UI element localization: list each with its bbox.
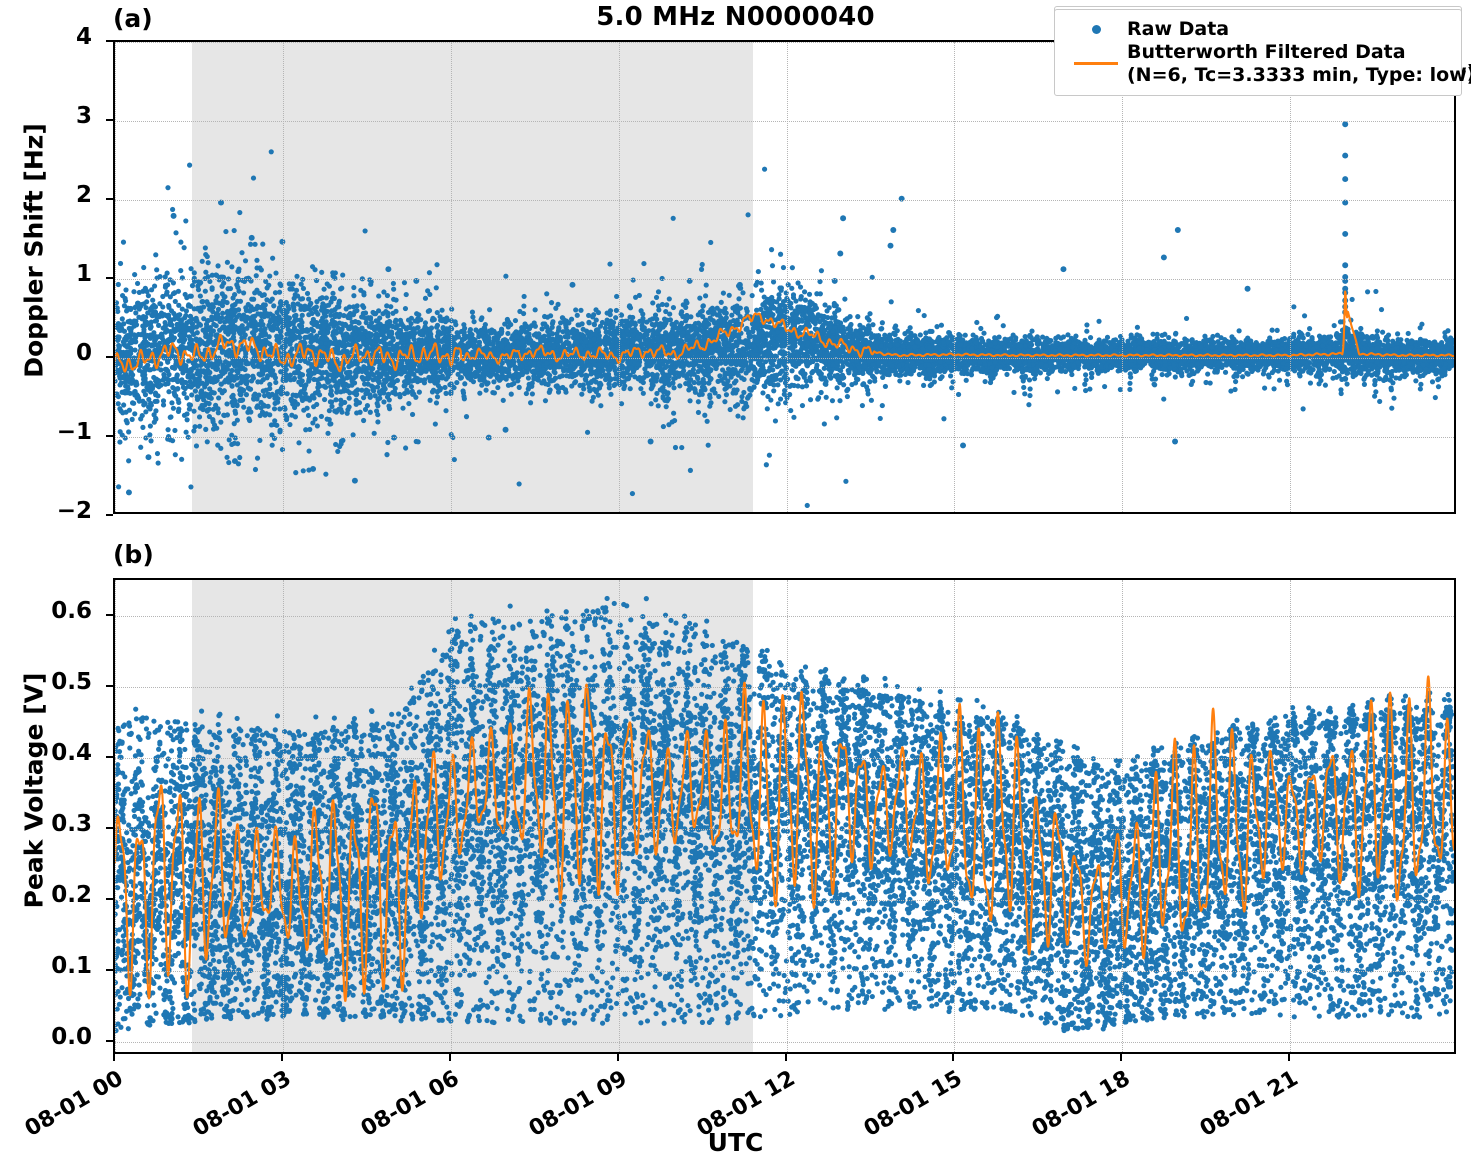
panel-b-plot	[115, 595, 1454, 1034]
gridline-horizontal	[115, 200, 1454, 201]
panel-a-axes	[113, 40, 1456, 514]
y-axis-tick-mark	[106, 356, 113, 358]
y-axis-tick-mark	[106, 514, 113, 516]
y-axis-tick-mark	[106, 277, 113, 279]
legend-label-filtered-line2: (N=6, Tc=3.3333 min, Type: low)	[1127, 64, 1471, 86]
gridline-vertical	[786, 42, 788, 512]
panel-a-tag: (a)	[113, 4, 153, 33]
gridline-vertical	[450, 42, 452, 512]
panel-b-legend: Raw Data Butterworth Filtered Data (N=6,…	[1054, 9, 1471, 97]
x-axis-tick-mark	[1120, 1054, 1123, 1061]
panel-b-tag: (b)	[113, 540, 154, 569]
y-axis-tick-mark	[106, 1039, 113, 1042]
x-axis-tick-mark	[280, 1054, 283, 1061]
x-axis-tick-mark	[1288, 1054, 1291, 1061]
legend-marker-line-icon	[1065, 62, 1127, 66]
y-axis-tick-label: 0.3	[6, 811, 92, 837]
gridline-vertical	[115, 580, 116, 1052]
y-axis-tick-label: −2	[6, 498, 92, 524]
gridline-vertical	[618, 42, 620, 512]
legend-row-raw: Raw Data	[1065, 18, 1449, 40]
panel-a-ylabel: Doppler Shift [Hz]	[20, 31, 49, 471]
y-axis-tick-mark	[106, 119, 113, 121]
legend-row-filtered: Butterworth Filtered Data (N=6, Tc=3.333…	[1065, 41, 1471, 86]
y-axis-tick-label: 0.5	[6, 669, 92, 695]
y-axis-tick-label: 0.4	[6, 740, 92, 766]
gridline-horizontal	[115, 279, 1454, 280]
y-axis-tick-mark	[106, 198, 113, 200]
gridline-vertical	[282, 580, 284, 1052]
x-axis-tick-mark	[448, 1054, 451, 1061]
legend-label-filtered-line1: Butterworth Filtered Data	[1127, 41, 1406, 63]
gridline-vertical	[282, 42, 284, 512]
legend-label-raw: Raw Data	[1127, 18, 1229, 40]
y-axis-tick-mark	[106, 826, 113, 829]
y-axis-tick-mark	[106, 40, 113, 42]
y-axis-tick-label: 3	[6, 103, 92, 129]
gridline-vertical	[1290, 42, 1292, 512]
y-axis-tick-label: 0	[6, 340, 92, 366]
y-axis-tick-mark	[106, 684, 113, 687]
y-axis-tick-mark	[106, 755, 113, 758]
gridline-vertical	[618, 580, 620, 1052]
legend-label-filtered: Butterworth Filtered Data (N=6, Tc=3.333…	[1127, 41, 1471, 86]
gridline-vertical	[954, 42, 956, 512]
y-axis-tick-label: 0.6	[6, 598, 92, 624]
gridline-vertical	[954, 580, 956, 1052]
gridline-vertical	[1290, 580, 1292, 1052]
gridline-vertical	[1122, 42, 1124, 512]
y-axis-tick-mark	[106, 613, 113, 616]
panel-a-plot	[115, 46, 1454, 509]
gridline-vertical	[115, 42, 116, 512]
gridline-horizontal	[115, 42, 1454, 43]
gridline-horizontal	[115, 899, 1454, 901]
gridline-horizontal	[115, 358, 1454, 359]
gridline-horizontal	[115, 121, 1454, 122]
y-axis-tick-label: 4	[6, 24, 92, 50]
panel-a-shaded-region	[192, 42, 753, 512]
panel-b-axes	[113, 578, 1456, 1054]
gridline-horizontal	[115, 757, 1454, 759]
y-axis-tick-mark	[106, 897, 113, 900]
x-axis-tick-mark	[952, 1054, 955, 1061]
y-axis-tick-label: −1	[6, 419, 92, 445]
x-axis-tick-mark	[784, 1054, 787, 1061]
y-axis-tick-mark	[106, 968, 113, 971]
gridline-horizontal	[115, 686, 1454, 688]
figure-title: 5.0 MHz N0000040	[0, 2, 1471, 32]
y-axis-tick-label: 2	[6, 182, 92, 208]
gridline-horizontal	[115, 615, 1454, 617]
legend-marker-dot-icon	[1065, 24, 1127, 34]
panel-b-ylabel: Peak Voltage [V]	[20, 571, 49, 1011]
gridline-vertical	[450, 580, 452, 1052]
gridline-horizontal	[115, 1041, 1454, 1043]
gridline-vertical	[786, 580, 788, 1052]
y-axis-tick-label: 1	[6, 261, 92, 287]
x-axis-tick-mark	[113, 1054, 115, 1061]
gridline-horizontal	[115, 970, 1454, 972]
x-axis-label: UTC	[0, 1128, 1471, 1157]
y-axis-tick-label: 0.1	[6, 953, 92, 979]
x-axis-tick-mark	[616, 1054, 619, 1061]
y-axis-tick-label: 0.0	[6, 1024, 92, 1050]
y-axis-tick-mark	[106, 435, 113, 437]
gridline-vertical	[1122, 580, 1124, 1052]
y-axis-tick-label: 0.2	[6, 882, 92, 908]
gridline-horizontal	[115, 437, 1454, 438]
gridline-horizontal	[115, 828, 1454, 830]
